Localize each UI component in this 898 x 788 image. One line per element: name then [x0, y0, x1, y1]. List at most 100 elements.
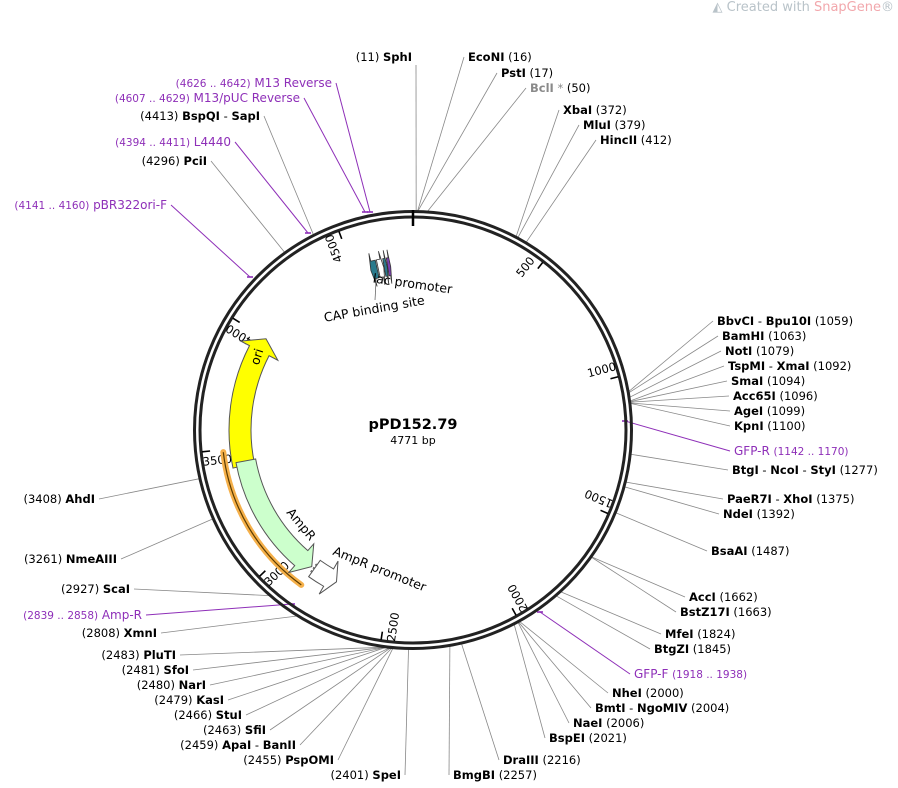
site-text: PciI — [184, 154, 207, 168]
primer-label-m13-puc-reverse: (4607 .. 4629) M13/pUC Reverse — [115, 91, 300, 105]
site-text: BsaAI — [711, 544, 748, 558]
site-label-spei: (2401) SpeI — [331, 768, 402, 782]
site-text: (2480) — [137, 678, 175, 692]
primer-leader-l4440 — [234, 141, 309, 234]
site-text: NcoI — [770, 463, 799, 477]
site-text: XbaI — [563, 103, 592, 117]
tick-label: 1500 — [582, 487, 614, 511]
site-text: (2257) — [499, 768, 537, 782]
tick-mark — [511, 607, 517, 616]
leader-bamhi — [628, 335, 719, 394]
tick-mark — [232, 317, 241, 324]
site-text: (4413) — [140, 109, 178, 123]
site-text: XmaI — [777, 359, 810, 373]
leader-tspmi-xmai — [629, 365, 725, 402]
site-text: (50) — [567, 81, 591, 95]
tick-mark — [202, 450, 211, 453]
site-label-bbvci-bpu10i: BbvCI - Bpu10I (1059) — [717, 314, 853, 328]
tick-mark — [259, 570, 266, 577]
feature-label-lac-promoter: lac promoter — [372, 271, 454, 297]
site-text: (412) — [641, 133, 672, 147]
site-text: (3261) — [24, 552, 62, 566]
site-label-mfei: MfeI (1824) — [665, 627, 735, 641]
leader-bmti-ngomiv — [518, 621, 592, 709]
primer-text: pBR322ori-F — [93, 198, 167, 212]
site-text: BspEI — [549, 731, 585, 745]
site-separator: - — [772, 492, 783, 506]
site-text: DraIII — [503, 753, 539, 767]
site-text: (2401) — [331, 768, 369, 782]
site-text: PspOMI — [285, 753, 334, 767]
site-label-pluti: (2483) PluTI — [101, 648, 176, 662]
leader-xbai — [515, 109, 560, 237]
leader-btgi-ncoi-styi — [630, 453, 729, 471]
site-label-sphi: (11) SphI — [356, 50, 412, 64]
leader-noti — [629, 350, 722, 398]
leader-nmeaiii — [120, 518, 213, 560]
site-text: (17) — [530, 66, 554, 80]
leader-hincii — [525, 139, 597, 243]
site-text: NmeAIII — [66, 552, 117, 566]
feature-label-ori: ori — [247, 347, 266, 367]
primer-text: (2839 .. 2858) — [23, 610, 98, 622]
feature-label-cap-binding-site: CAP binding site — [323, 292, 426, 325]
site-text: (16) — [508, 50, 532, 64]
tick-mark — [380, 631, 384, 640]
leader-bmgbi — [448, 645, 451, 776]
site-text: BclI — [530, 81, 554, 95]
leader-pspomi — [337, 647, 394, 761]
tick-mark — [610, 375, 619, 380]
site-text: (1824) — [697, 627, 735, 641]
site-text: (2459) — [180, 738, 218, 752]
leader-nari — [209, 646, 386, 686]
site-label-bsaai: BsaAI (1487) — [711, 544, 789, 558]
primer-text: GFP-F — [634, 667, 669, 681]
tick-label: 1000 — [586, 359, 618, 380]
primer-text: (4626 .. 4642) — [176, 78, 251, 90]
site-text: (2021) — [589, 731, 627, 745]
leader-smai — [630, 380, 728, 402]
site-text: (1079) — [756, 344, 794, 358]
leader-mfei — [560, 591, 662, 635]
primer-label-amp-r: (2839 .. 2858) Amp-R — [23, 608, 142, 622]
site-text: (1063) — [768, 329, 806, 343]
site-text: BspQI — [182, 109, 220, 123]
site-label-scai: (2927) ScaI — [61, 582, 130, 596]
site-text: (2479) — [154, 693, 192, 707]
site-text: NgoMIV — [637, 701, 687, 715]
primer-text: L4440 — [194, 135, 231, 149]
primer-leader-amp-r — [145, 603, 293, 616]
site-text: (379) — [615, 118, 646, 132]
plasmid-center: pPD152.79 4771 bp — [369, 417, 458, 447]
primer-label-gfp-f: GFP-F (1918 .. 1938) — [634, 667, 747, 681]
site-text: Acc65I — [733, 389, 776, 403]
site-text: ApaI — [222, 738, 251, 752]
site-text: (2927) — [61, 582, 99, 596]
site-text: SpeI — [372, 768, 401, 782]
site-text: SmaI — [731, 374, 763, 388]
site-label-smai: SmaI (1094) — [731, 374, 805, 388]
leader-pluti — [179, 646, 385, 656]
site-label-draiii: DraIII (2216) — [503, 753, 581, 767]
site-text: StuI — [216, 708, 242, 722]
plasmid-length: 4771 bp — [390, 434, 435, 447]
site-label-nhei: NheI (2000) — [612, 686, 684, 700]
site-text: (2463) — [203, 723, 241, 737]
leader-ahdi — [98, 478, 200, 500]
site-text: StyI — [810, 463, 836, 477]
primer-label-l4440: (4394 .. 4411) L4440 — [115, 135, 231, 149]
tick-mark — [338, 231, 343, 240]
site-label-pcii: (4296) PciI — [142, 154, 207, 168]
site-text: MfeI — [665, 627, 694, 641]
site-text: BamHI — [722, 329, 764, 343]
site-text: (1099) — [767, 404, 805, 418]
site-label-econi: EcoNI (16) — [468, 50, 532, 64]
site-label-acci: AccI (1662) — [689, 590, 758, 604]
site-text: NdeI — [723, 507, 753, 521]
site-label-paer7i-xhoi: PaeR7I - XhoI (1375) — [727, 492, 854, 506]
site-text: SapI — [231, 109, 260, 123]
site-label-bstz17i: BstZ17I (1663) — [680, 605, 772, 619]
site-separator: - — [251, 738, 262, 752]
site-text: (2216) — [542, 753, 580, 767]
